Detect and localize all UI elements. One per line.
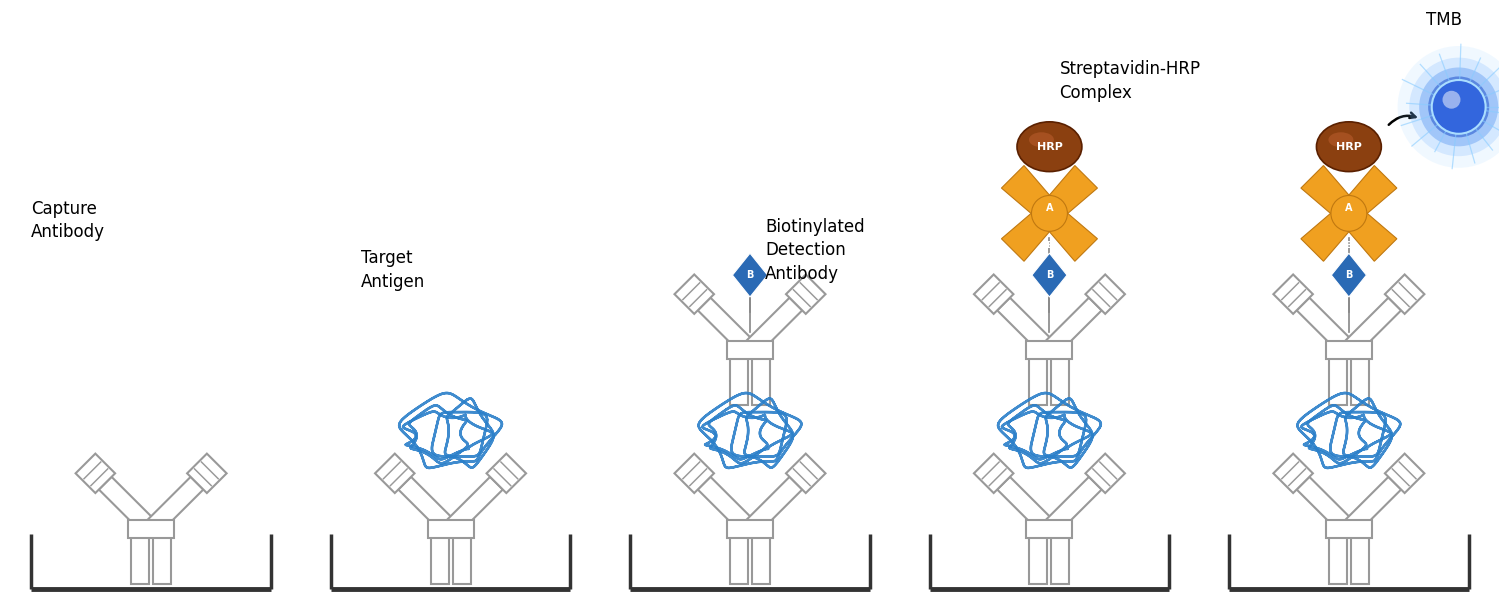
Circle shape [1032,196,1068,232]
Text: Streptavidin-HRP
Complex: Streptavidin-HRP Complex [1059,60,1200,102]
Polygon shape [1296,477,1354,535]
Polygon shape [974,454,1014,493]
Polygon shape [1352,529,1370,584]
Polygon shape [444,477,503,535]
Polygon shape [698,298,756,356]
Text: Biotinylated
Detection
Antibody: Biotinylated Detection Antibody [765,218,864,283]
Polygon shape [752,350,770,404]
Polygon shape [375,454,414,493]
Polygon shape [1300,205,1358,261]
Polygon shape [130,529,148,584]
Polygon shape [1026,341,1072,359]
Ellipse shape [1329,132,1353,147]
Polygon shape [1029,350,1047,404]
Ellipse shape [1017,122,1082,172]
Polygon shape [188,454,226,493]
Text: HRP: HRP [1036,142,1062,152]
Polygon shape [1300,166,1358,222]
Polygon shape [1296,298,1354,356]
Polygon shape [1026,520,1072,538]
Polygon shape [1032,253,1066,297]
Polygon shape [1274,454,1312,493]
Text: Capture
Antibody: Capture Antibody [32,200,105,241]
Polygon shape [128,520,174,538]
Polygon shape [399,477,458,535]
Polygon shape [1041,205,1098,261]
Polygon shape [1342,477,1401,535]
Polygon shape [1326,341,1372,359]
Text: B: B [1346,270,1353,280]
Polygon shape [1352,350,1370,404]
Polygon shape [1002,166,1058,222]
Polygon shape [1329,350,1347,404]
Polygon shape [1341,166,1396,222]
Polygon shape [146,477,204,535]
Polygon shape [675,274,714,314]
Polygon shape [1002,205,1058,261]
Ellipse shape [1029,132,1054,147]
Polygon shape [453,529,471,584]
Circle shape [1428,76,1490,137]
Circle shape [1398,46,1500,168]
Polygon shape [1326,520,1372,538]
Polygon shape [698,477,756,535]
Polygon shape [675,454,714,493]
Polygon shape [75,454,116,493]
Polygon shape [744,477,802,535]
Polygon shape [486,454,526,493]
Polygon shape [786,454,825,493]
Polygon shape [430,529,448,584]
Polygon shape [1341,205,1396,261]
Text: Target
Antigen: Target Antigen [360,250,424,291]
Circle shape [1410,58,1500,156]
Polygon shape [1274,274,1312,314]
Polygon shape [1342,298,1401,356]
Polygon shape [1332,253,1366,297]
Polygon shape [153,529,171,584]
Polygon shape [728,520,772,538]
Polygon shape [427,520,474,538]
Polygon shape [99,477,158,535]
Polygon shape [1042,298,1101,356]
Text: TMB: TMB [1425,11,1461,29]
Polygon shape [1086,454,1125,493]
Polygon shape [1384,274,1425,314]
Text: A: A [1046,203,1053,214]
Polygon shape [752,529,770,584]
Circle shape [1431,80,1485,134]
Text: B: B [747,270,753,280]
Circle shape [1419,67,1498,146]
Polygon shape [786,274,825,314]
Text: B: B [1047,241,1053,250]
Polygon shape [998,477,1056,535]
Circle shape [1330,196,1366,232]
Text: B: B [1046,270,1053,280]
Polygon shape [1329,529,1347,584]
Text: A: A [1346,203,1353,214]
Polygon shape [728,341,772,359]
Polygon shape [1052,350,1070,404]
Polygon shape [1052,529,1070,584]
Polygon shape [1384,454,1425,493]
Polygon shape [998,298,1056,356]
Ellipse shape [1317,122,1382,172]
Polygon shape [1041,166,1098,222]
Polygon shape [1042,477,1101,535]
Polygon shape [744,298,802,356]
Circle shape [1443,91,1461,109]
Polygon shape [974,274,1014,314]
Polygon shape [1086,274,1125,314]
Polygon shape [1029,529,1047,584]
Text: B: B [1346,241,1352,250]
Polygon shape [732,253,768,297]
Polygon shape [730,529,748,584]
Polygon shape [730,350,748,404]
Text: HRP: HRP [1336,142,1362,152]
